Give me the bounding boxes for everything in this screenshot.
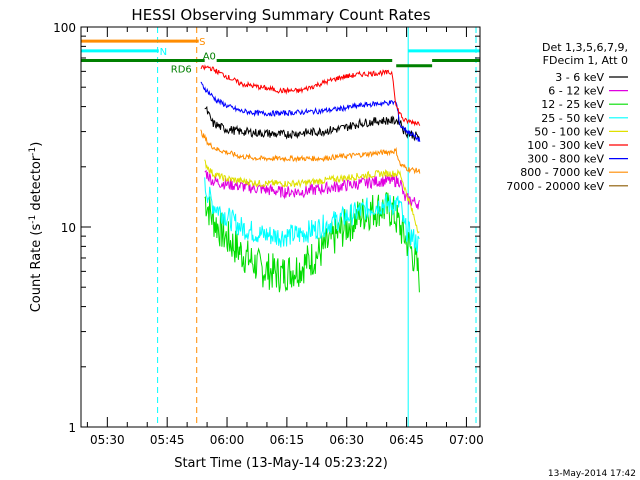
x-tick-label: 05:45 [150, 433, 185, 447]
legend-header-line-2: FDecim 1, Att 0 [543, 54, 628, 67]
x-tick-label: 06:15 [270, 433, 305, 447]
legend-label: 300 - 800 keV [527, 153, 604, 166]
x-tick-label: 07:00 [449, 433, 484, 447]
x-tick-label: 06:30 [329, 433, 364, 447]
flag-label-rd6: RD6 [171, 65, 192, 76]
y-tick-label: 100 [53, 21, 76, 35]
series-line-6-12-kev [204, 169, 420, 210]
y-axis-label: Count Rate (s-1 detector-1) [28, 142, 44, 313]
legend: Det 1,3,5,6,7,9, FDecim 1, Att 0 3 - 6 k… [506, 41, 628, 193]
flag-label-n: N [160, 47, 167, 58]
series-line-3-6-kev [204, 105, 420, 142]
x-axis: 05:30 05:45 06:00 06:15 06:30 06:45 07:00 [86, 27, 484, 447]
y-tick-label: 10 [61, 221, 76, 235]
flag-label-a0: A0 [203, 52, 216, 63]
x-tick-label: 06:00 [210, 433, 245, 447]
legend-label: 25 - 50 keV [541, 112, 604, 125]
series-line-300-800-kev [200, 81, 421, 142]
y-axis: 1 10 100 [53, 21, 480, 435]
legend-label: 6 - 12 keV [548, 85, 604, 98]
plot-area: N S RD6 A0 [81, 27, 480, 427]
legend-label: 50 - 100 keV [534, 125, 604, 138]
legend-label: 12 - 25 keV [541, 98, 604, 111]
timestamp-label: 13-May-2014 17:42 [548, 469, 636, 479]
x-axis-label: Start Time (13-May-14 05:23:22) [174, 456, 388, 471]
legend-label: 100 - 300 keV [527, 139, 604, 152]
series-line-100-300-kev [200, 64, 421, 127]
flag-label-s: S [199, 37, 205, 48]
x-tick-label: 05:30 [90, 433, 125, 447]
series-line-50-100-kev [204, 159, 420, 234]
chart-title: HESSI Observing Summary Count Rates [131, 6, 430, 24]
legend-label: 800 - 7000 keV [520, 166, 604, 179]
legend-label: 7000 - 20000 keV [506, 180, 604, 193]
y-tick-label: 1 [68, 421, 76, 435]
legend-label: 3 - 6 keV [555, 71, 604, 84]
x-tick-label: 06:45 [389, 433, 424, 447]
series-line-800-7000-kev [200, 129, 421, 175]
legend-header-line-1: Det 1,3,5,6,7,9, [542, 41, 628, 54]
series-line-25-50-kev [204, 177, 420, 254]
